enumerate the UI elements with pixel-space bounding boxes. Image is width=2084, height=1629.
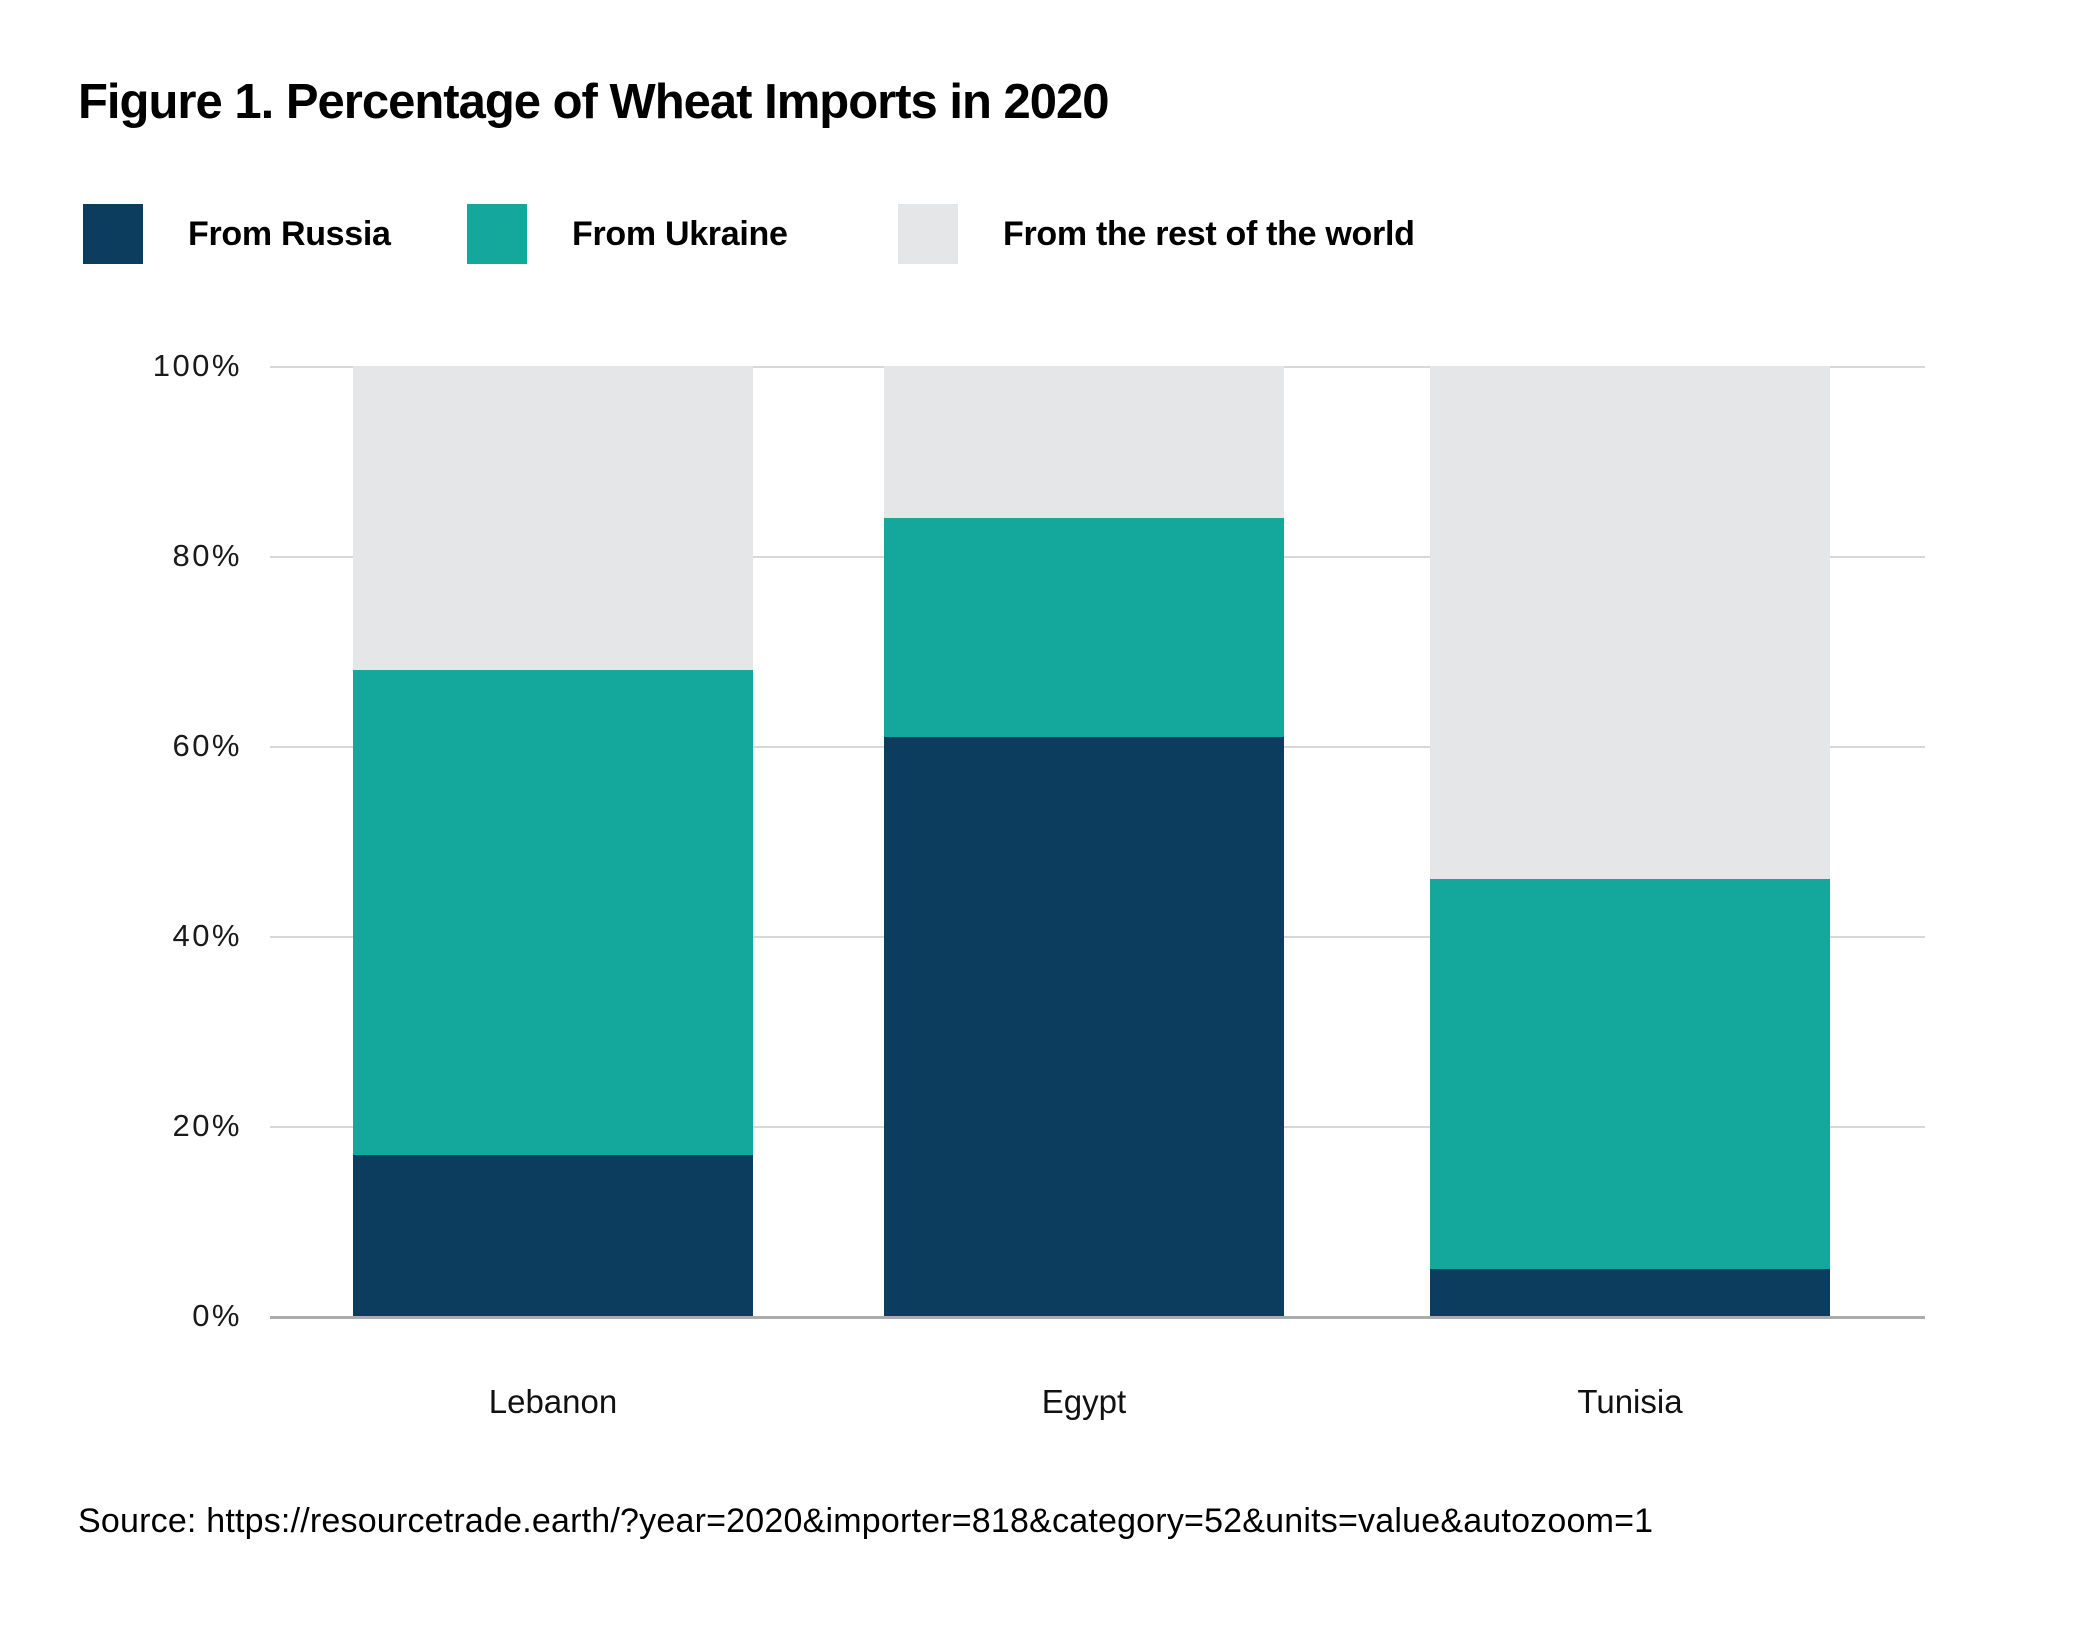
- bar-lebanon: [353, 366, 753, 1316]
- legend-label-ukraine: From Ukraine: [572, 214, 788, 253]
- bar-segment-egypt-from-the-rest-of-the-world: [884, 366, 1284, 518]
- y-axis-label-100: 100%: [152, 348, 242, 383]
- bar-segment-tunisia-from-ukraine: [1430, 879, 1830, 1269]
- legend-swatch-russia: [83, 204, 143, 264]
- bar-segment-lebanon-from-ukraine: [353, 670, 753, 1155]
- y-axis-label-40: 40%: [172, 918, 242, 953]
- bar-segment-tunisia-from-russia: [1430, 1268, 1830, 1316]
- bar-segment-lebanon-from-russia: [353, 1154, 753, 1316]
- plot-area: [270, 366, 1925, 1319]
- legend-label-russia: From Russia: [188, 214, 391, 253]
- bar-segment-egypt-from-ukraine: [884, 518, 1284, 737]
- legend-swatch-rest-of-world: [898, 204, 958, 264]
- legend-swatch-ukraine: [467, 204, 527, 264]
- x-axis-line: [270, 1316, 1925, 1319]
- legend-label-rest-of-world: From the rest of the world: [1003, 214, 1415, 253]
- x-axis-label-egypt: Egypt: [1041, 1383, 1127, 1420]
- legend-item-rest-of-world: From the rest of the world: [898, 203, 1415, 265]
- legend-item-ukraine: From Ukraine: [467, 203, 788, 265]
- bar-segment-lebanon-from-the-rest-of-the-world: [353, 366, 753, 670]
- y-axis-label-80: 80%: [172, 538, 242, 573]
- bar-segment-tunisia-from-the-rest-of-the-world: [1430, 366, 1830, 879]
- y-axis-label-60: 60%: [172, 728, 242, 763]
- bar-egypt: [884, 366, 1284, 1316]
- legend-item-russia: From Russia: [83, 203, 391, 265]
- figure-title: Figure 1. Percentage of Wheat Imports in…: [78, 75, 1110, 129]
- x-axis-label-tunisia: Tunisia: [1577, 1383, 1683, 1420]
- y-axis-label-0: 0%: [192, 1298, 242, 1333]
- bar-tunisia: [1430, 366, 1830, 1316]
- source-caption: Source: https://resourcetrade.earth/?yea…: [78, 1502, 1654, 1540]
- x-axis-label-lebanon: Lebanon: [488, 1383, 618, 1420]
- y-axis-label-20: 20%: [172, 1108, 242, 1143]
- legend: From Russia From Ukraine From the rest o…: [0, 203, 2084, 267]
- bar-segment-egypt-from-russia: [884, 736, 1284, 1316]
